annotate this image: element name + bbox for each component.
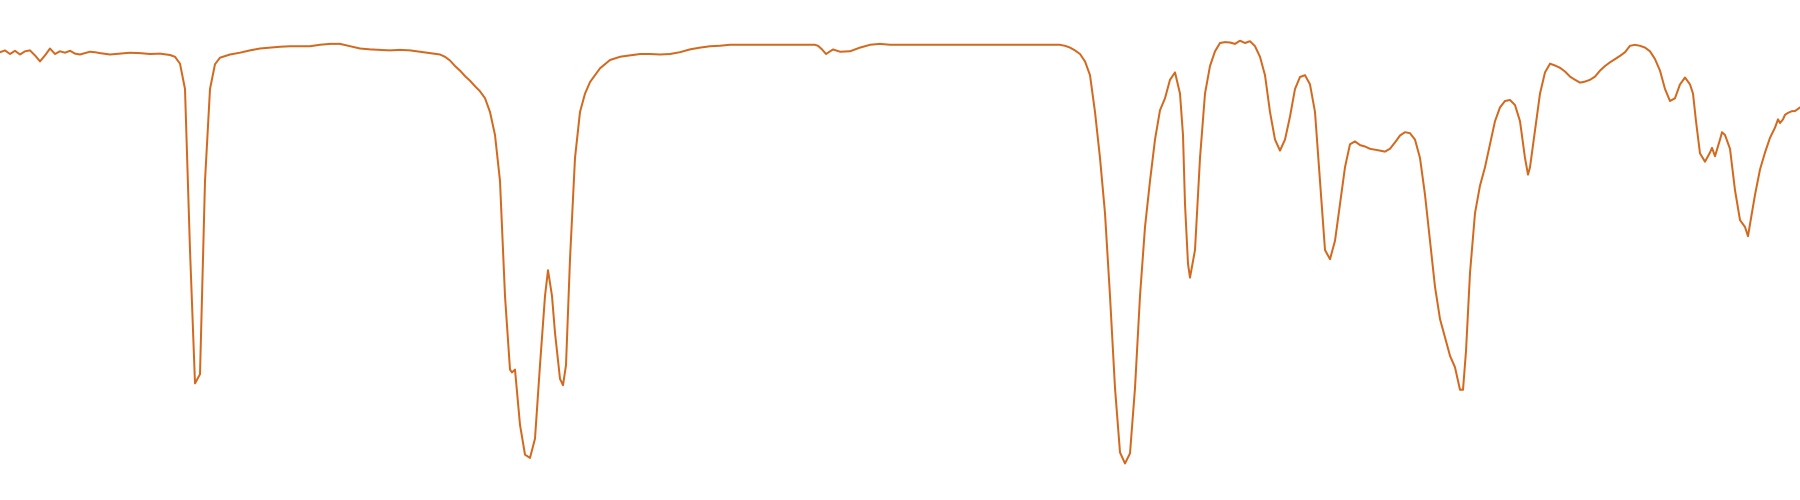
series-line-1 bbox=[0, 39, 1800, 465]
series-layer bbox=[0, 39, 1800, 465]
